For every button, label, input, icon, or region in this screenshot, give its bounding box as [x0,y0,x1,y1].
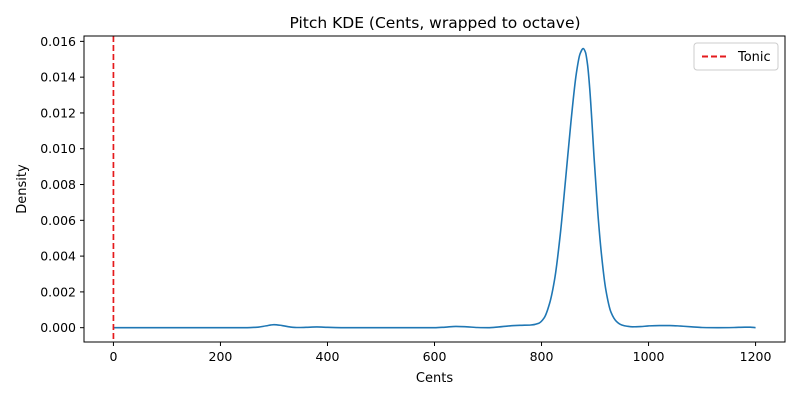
x-tick-label: 800 [530,349,554,364]
x-tick-label: 200 [209,349,233,364]
x-axis: 0 200 400 600 800 1000 1200 [109,342,772,364]
y-tick-label: 0.016 [40,34,76,49]
x-tick-label: 400 [316,349,340,364]
y-tick-label: 0.010 [40,141,76,156]
y-tick-label: 0.008 [40,177,76,192]
legend-box [693,42,779,71]
x-tick-label: 600 [423,349,447,364]
y-tick-label: 0.004 [40,249,76,264]
axes-frame [83,35,786,343]
x-tick-label: 1000 [633,349,665,364]
y-axis-title: Density [15,164,30,214]
x-tick-label: 0 [109,349,117,364]
chart-title: Pitch KDE (Cents, wrapped to octave) [289,14,580,32]
y-tick-label: 0.012 [40,105,76,120]
y-tick-label: 0.014 [40,70,76,85]
y-tick-label: 0.000 [40,320,76,335]
y-axis: 0.000 0.002 0.004 0.006 0.008 0.010 0.012 0.014… [40,34,84,335]
x-tick-label: 1200 [740,349,772,364]
x-axis-title: Cents [416,371,453,386]
legend: Tonic [693,42,779,71]
legend-tonic-label: Tonic [737,50,771,65]
kde-curve [113,47,756,329]
y-tick-label: 0.002 [40,284,76,299]
y-tick-label: 0.006 [40,213,76,228]
